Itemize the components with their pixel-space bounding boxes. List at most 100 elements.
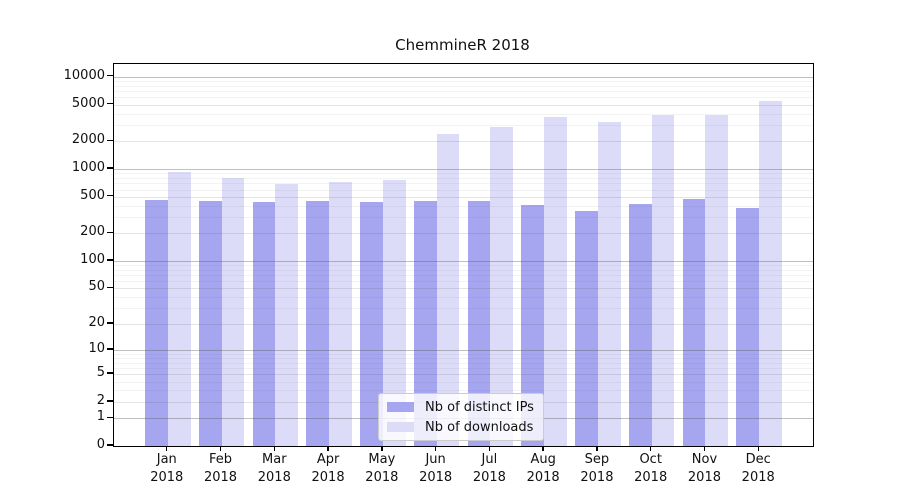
y-tick-mark: [107, 372, 113, 374]
y-tick-mark: [107, 444, 113, 446]
x-label-month: Mar: [262, 452, 287, 467]
x-label-jul: Jul 2018: [462, 451, 516, 487]
x-label-year: 2018: [580, 470, 614, 485]
x-label-month: Aug: [530, 452, 556, 467]
bar-ips-may: [360, 201, 383, 446]
bar-downloads-apr: [329, 181, 352, 446]
x-tick-mark: [757, 446, 759, 451]
x-label-nov: Nov 2018: [677, 451, 731, 487]
chart-title: ChemmineR 2018: [395, 36, 530, 54]
x-label-aug: Aug 2018: [516, 451, 570, 487]
x-tick-mark: [596, 446, 598, 451]
bar-downloads-jun: [436, 134, 460, 446]
x-label-year: 2018: [741, 470, 775, 485]
bar-ips-aug: [521, 204, 545, 446]
y-tick-label-10000: 10000: [63, 67, 105, 83]
bar-ips-feb: [198, 201, 222, 446]
y-tick-mark: [107, 259, 113, 261]
bar-downloads-may: [382, 179, 406, 446]
x-label-year: 2018: [634, 470, 668, 485]
x-tick-mark: [434, 446, 437, 451]
y-tick-label-1: 1: [96, 409, 105, 425]
y-tick-label-50: 50: [88, 279, 105, 295]
gridline-6000: [114, 97, 813, 99]
x-tick-mark: [219, 446, 222, 451]
bar-ips-dec: [736, 207, 760, 446]
x-label-year: 2018: [150, 470, 184, 485]
gridline-8000: [114, 85, 813, 87]
x-label-feb: Feb 2018: [194, 451, 248, 487]
y-tick-mark: [107, 416, 113, 418]
x-label-year: 2018: [526, 470, 560, 485]
bar-downloads-feb: [221, 177, 245, 446]
bar-downloads-nov: [705, 115, 729, 446]
x-label-year: 2018: [365, 470, 399, 485]
y-tick-mark: [107, 195, 113, 197]
bar-ips-oct: [628, 203, 652, 446]
y-tick-mark: [107, 75, 113, 77]
x-label-year: 2018: [203, 470, 238, 485]
gridline-10000: [114, 76, 813, 78]
x-label-may: May 2018: [355, 451, 409, 487]
x-tick-mark: [166, 446, 168, 451]
y-tick-label-20: 20: [88, 314, 105, 330]
y-tick-label-10: 10: [88, 340, 105, 356]
bar-ips-nov: [682, 198, 706, 446]
x-tick-mark: [703, 446, 706, 451]
x-label-year: 2018: [311, 470, 345, 485]
bar-downloads-aug: [544, 117, 567, 446]
y-tick-mark: [107, 139, 113, 141]
bar-ips-jul: [467, 201, 491, 446]
y-tick-mark: [107, 102, 113, 105]
x-label-year: 2018: [472, 470, 506, 485]
y-tick-mark: [107, 231, 113, 234]
legend-item-downloads: Nb of downloads: [387, 419, 535, 435]
x-label-jan: Jan 2018: [140, 451, 194, 487]
x-label-sep: Sep 2018: [570, 451, 624, 487]
legend-label: Nb of downloads: [425, 419, 534, 435]
y-tick-mark: [107, 322, 113, 324]
x-label-month: Apr: [316, 452, 340, 467]
x-tick-mark: [381, 446, 383, 451]
bar-ips-jun: [413, 200, 437, 446]
y-tick-label-100: 100: [80, 252, 105, 267]
gridline-9000: [114, 81, 813, 82]
legend-item-distinct-ips: Nb of distinct IPs: [387, 399, 535, 415]
y-tick-label-2000: 2000: [71, 132, 105, 148]
bar-downloads-oct: [651, 114, 675, 446]
x-label-oct: Oct 2018: [624, 451, 678, 487]
x-label-month: Sep: [584, 452, 610, 467]
bar-downloads-jan: [167, 172, 191, 446]
y-tick-mark: [107, 286, 113, 289]
y-tick-mark: [107, 400, 113, 402]
x-label-mar: Mar 2018: [247, 451, 301, 487]
x-label-year: 2018: [419, 470, 453, 485]
bar-downloads-mar: [275, 183, 299, 446]
bar-ips-jan: [144, 200, 168, 446]
plot-area: [113, 63, 814, 447]
x-label-month: Feb: [209, 452, 233, 467]
bar-downloads-sep: [597, 121, 621, 446]
y-tick-label-2: 2: [96, 392, 105, 408]
x-label-month: Jul: [481, 452, 498, 467]
x-tick-mark: [273, 446, 275, 451]
x-label-year: 2018: [687, 470, 721, 485]
y-tick-label-0: 0: [96, 437, 105, 452]
x-label-month: May: [368, 452, 396, 467]
x-tick-mark: [327, 446, 329, 451]
bar-downloads-jul: [490, 127, 514, 446]
y-tick-label-500: 500: [80, 187, 105, 203]
y-tick-mark: [107, 348, 113, 350]
legend-label: Nb of distinct IPs: [425, 399, 534, 415]
x-tick-mark: [542, 446, 544, 451]
y-tick-label-5: 5: [96, 365, 105, 381]
bar-ips-mar: [252, 201, 276, 446]
y-tick-label-1000: 1000: [71, 160, 105, 176]
x-tick-mark: [488, 446, 491, 451]
x-label-month: Oct: [639, 452, 662, 467]
x-label-month: Dec: [745, 452, 771, 467]
bar-ips-apr: [306, 201, 330, 446]
x-label-dec: Dec 2018: [731, 451, 785, 487]
x-label-month: Jan: [156, 452, 177, 467]
x-tick-mark: [649, 446, 652, 451]
